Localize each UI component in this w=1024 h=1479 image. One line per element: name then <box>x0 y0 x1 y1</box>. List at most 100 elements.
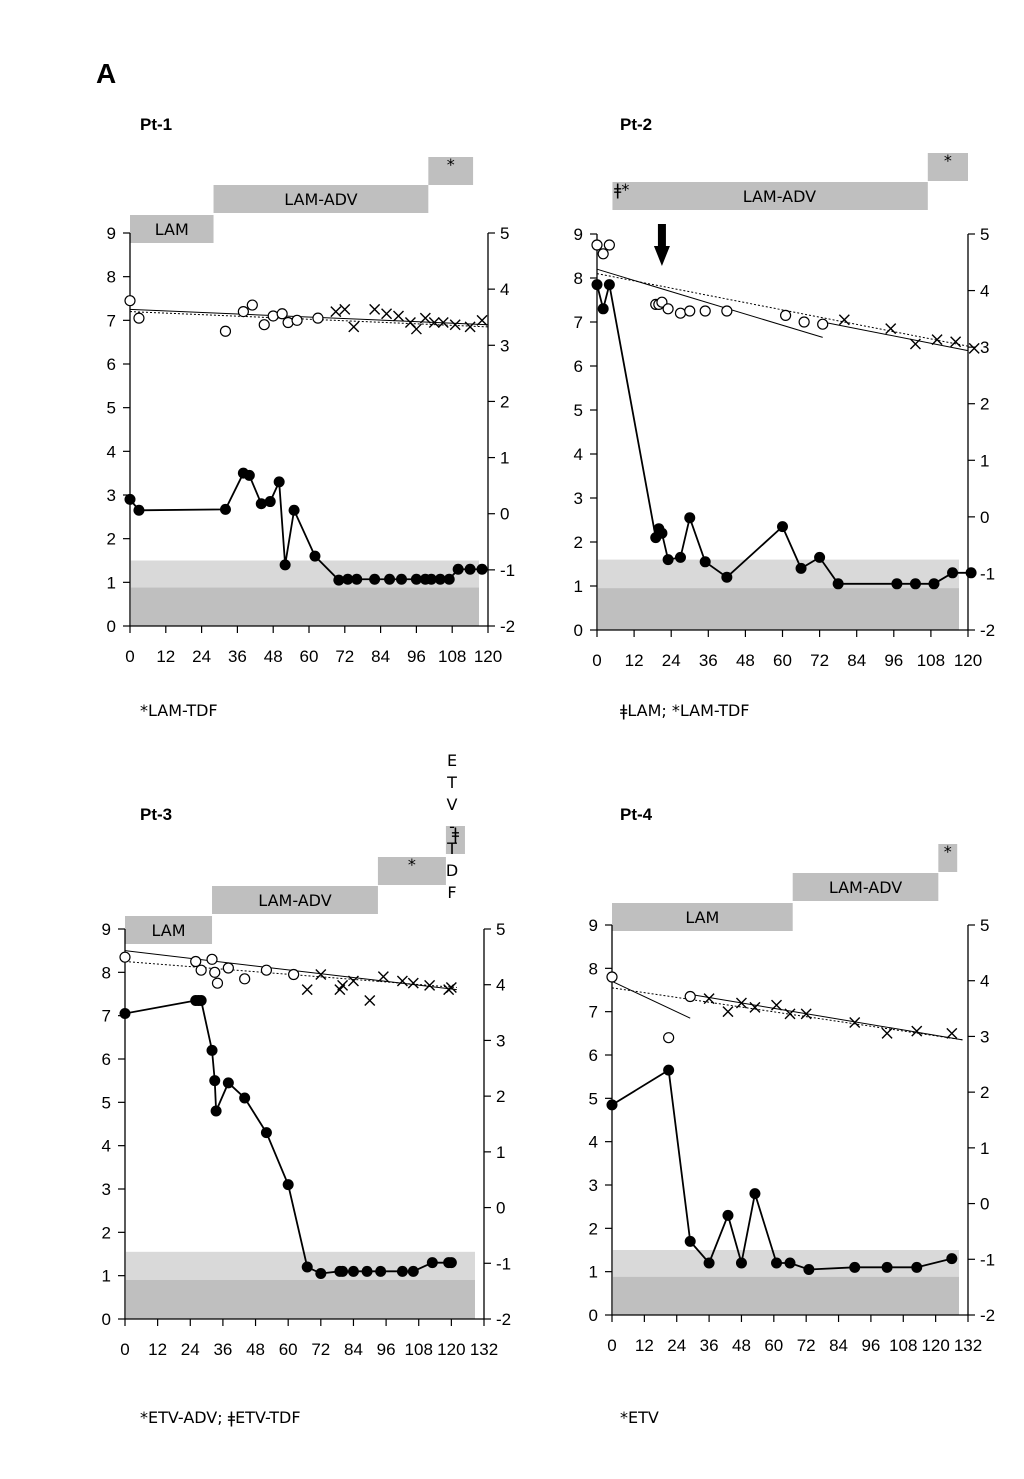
data-point-open <box>684 305 696 317</box>
data-point-open <box>260 964 273 976</box>
chart-title: Pt-2 <box>620 115 652 134</box>
data-point-cross <box>377 971 389 983</box>
data-point-cross <box>407 977 419 989</box>
data-point-open <box>239 973 251 985</box>
lloq-band <box>598 588 959 630</box>
data-point-open <box>267 310 279 322</box>
y-left-tick-label: 6 <box>589 1046 598 1065</box>
x-tick-label: 132 <box>954 1336 982 1355</box>
y-right-tick-label: -1 <box>496 1254 511 1273</box>
data-point-open <box>603 239 615 251</box>
data-point-filled <box>396 1265 408 1277</box>
x-tick-label: 60 <box>300 647 319 666</box>
y-right-tick-label: -1 <box>980 1250 995 1269</box>
x-tick-label: 72 <box>311 1340 330 1359</box>
chart-footnote: *ETV-ADV; ǂETV-TDF <box>140 1408 301 1427</box>
data-point-filled <box>369 573 381 585</box>
chart-title: Pt-1 <box>140 115 172 134</box>
data-point-filled <box>342 573 354 585</box>
data-point-filled <box>452 563 464 575</box>
y-left-tick-label: 8 <box>574 269 583 288</box>
chart-footnote: *ETV <box>620 1408 659 1427</box>
data-point-open <box>124 295 136 307</box>
x-tick-label: 84 <box>371 647 390 666</box>
x-tick-label: 0 <box>607 1336 616 1355</box>
data-point-filled <box>735 1257 747 1269</box>
therapy-bar <box>125 916 213 944</box>
data-point-filled <box>243 469 255 481</box>
data-point-open <box>674 307 687 319</box>
data-point-filled <box>476 563 488 575</box>
therapy-bar-label: ǂ* <box>614 180 629 199</box>
data-point-filled <box>684 1235 696 1247</box>
vertical-note-letter: F <box>447 883 456 902</box>
data-point-cross <box>881 1027 893 1039</box>
data-point-cross <box>364 995 376 1006</box>
y-right-tick-label: 4 <box>980 282 989 301</box>
data-point-open <box>282 316 294 329</box>
data-point-filled <box>375 1265 387 1277</box>
treatment-arrow-head <box>653 246 670 266</box>
chart-pt-3: Pt-3LAMLAM-ADV*ǂETV-TDF0123456789-2-1012… <box>102 751 512 1427</box>
x-tick-label: 120 <box>474 647 502 666</box>
y-right-tick-label: 0 <box>496 1199 505 1218</box>
series-line <box>124 999 452 1275</box>
y-left-tick-label: 1 <box>589 1263 598 1282</box>
data-point-filled <box>410 573 422 585</box>
x-tick-label: 60 <box>279 1340 298 1359</box>
y-left-tick-label: 0 <box>107 617 116 636</box>
data-point-filled <box>814 551 826 563</box>
data-point-filled <box>909 578 921 590</box>
data-point-open <box>276 308 288 320</box>
y-left-tick-label: 5 <box>589 1089 598 1108</box>
data-point-open <box>206 953 218 965</box>
y-left-tick-label: 8 <box>107 268 116 287</box>
therapy-bar-label: LAM-ADV <box>743 187 816 206</box>
x-tick-label: 0 <box>120 1340 129 1359</box>
data-point-cross <box>337 979 349 991</box>
data-point-cross <box>419 312 431 324</box>
x-tick-label: 72 <box>335 647 354 666</box>
data-point-cross <box>424 979 436 991</box>
data-point-filled <box>656 527 668 539</box>
data-point-open <box>312 312 324 324</box>
data-point-filled <box>260 1127 272 1139</box>
data-point-cross <box>476 314 488 326</box>
y-left-tick-label: 2 <box>574 533 583 552</box>
y-right-tick-label: -2 <box>496 1310 511 1329</box>
data-point-open <box>246 299 258 311</box>
data-point-filled <box>699 556 711 568</box>
therapy-bar <box>212 886 378 914</box>
y-left-tick-label: 7 <box>574 313 583 332</box>
y-right-tick-label: 1 <box>496 1143 505 1162</box>
therapy-bar-label: LAM <box>155 220 189 239</box>
chart-footnote: ǂLAM; *LAM-TDF <box>620 701 749 720</box>
y-right-tick-label: -2 <box>980 1306 995 1325</box>
x-tick-label: 48 <box>264 647 283 666</box>
data-point-filled <box>264 496 276 508</box>
data-point-cross <box>950 336 962 348</box>
data-point-cross <box>348 321 360 333</box>
x-tick-label: 108 <box>889 1336 917 1355</box>
vertical-note-letter: V <box>447 795 458 814</box>
data-point-filled <box>721 571 733 583</box>
data-point-open <box>798 316 810 328</box>
therapy-bar-label: * <box>944 151 952 170</box>
trend-line <box>690 993 963 1041</box>
x-tick-label: 48 <box>246 1340 265 1359</box>
y-right-tick-label: 3 <box>980 338 989 357</box>
data-point-filled <box>749 1188 761 1200</box>
trend-line <box>611 987 963 1041</box>
y-right-tick-label: 2 <box>980 395 989 414</box>
y-right-tick-label: 1 <box>980 451 989 470</box>
therapy-bar <box>612 182 632 210</box>
data-point-cross <box>749 1001 761 1013</box>
data-point-cross <box>771 999 783 1011</box>
x-tick-label: 24 <box>667 1336 686 1355</box>
therapy-bar-label: * <box>408 855 416 874</box>
y-left-tick-label: 6 <box>574 357 583 376</box>
treatment-arrow-shaft <box>657 224 666 248</box>
chart-title: Pt-4 <box>620 805 653 824</box>
